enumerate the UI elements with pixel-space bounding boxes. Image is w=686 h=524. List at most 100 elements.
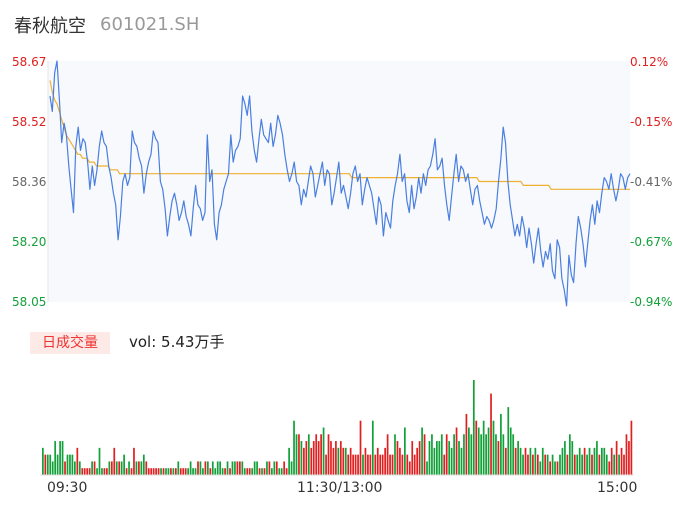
volume-bar [502, 434, 505, 475]
volume-bar [140, 461, 143, 475]
volume-bar [61, 441, 64, 475]
volume-bar [206, 461, 209, 475]
volume-bar [221, 468, 224, 475]
volume-bar [529, 447, 532, 475]
volume-bar [571, 441, 574, 475]
volume-bar [295, 434, 298, 475]
volume-bar [320, 434, 322, 475]
volume-bar [546, 454, 549, 475]
volume-bar [568, 434, 571, 475]
volume-bar [512, 434, 515, 475]
volume-bar [110, 461, 113, 475]
volume-bar [517, 441, 519, 475]
volume-bar [300, 441, 303, 475]
volume-bar [408, 461, 411, 475]
volume-bar [290, 461, 293, 475]
volume-bar [278, 468, 281, 475]
volume-bar [354, 454, 357, 475]
volume-bar [147, 468, 150, 475]
volume-bar [339, 441, 342, 475]
volume-bar [608, 461, 611, 475]
y-right-tick-2: -0.41% [630, 175, 672, 189]
volume-bar [536, 454, 539, 475]
volume-bar [303, 447, 305, 475]
volume-bar [576, 454, 579, 475]
volume-bar [91, 461, 93, 475]
volume-bar [307, 434, 310, 475]
y-left-tick-0: 58.67 [12, 55, 46, 69]
y-left-tick-1: 58.52 [12, 115, 46, 129]
volume-bar [554, 461, 556, 475]
volume-bar [322, 427, 325, 475]
volume-bar [234, 461, 236, 475]
volume-bar [573, 454, 576, 475]
volume-bar [184, 468, 187, 475]
volume-bar [182, 468, 185, 475]
volume-bar [399, 447, 401, 475]
stock-code: 601021.SH [100, 14, 200, 35]
volume-bar [258, 468, 261, 475]
volume-bar [534, 447, 537, 475]
volume-bar [335, 441, 337, 475]
volume-bar [551, 454, 554, 475]
volume-bar [130, 468, 133, 475]
volume-bar [522, 454, 524, 475]
volume-bar [256, 461, 258, 475]
volume-bar [170, 468, 172, 475]
volume-bar [588, 447, 591, 475]
volume-bar [509, 427, 512, 475]
volume-bar [155, 468, 157, 475]
volume-bar [275, 461, 278, 475]
y-right-tick-4: -0.94% [630, 295, 672, 309]
volume-bar [330, 441, 332, 475]
volume-bar [532, 454, 534, 475]
volume-bar [177, 461, 180, 475]
volume-bar [224, 468, 226, 475]
volume-bar [229, 468, 231, 475]
volume-bar [199, 461, 202, 475]
volume-bar [226, 461, 229, 475]
volume-badge[interactable]: 日成交量 [30, 332, 110, 354]
volume-bar [165, 468, 167, 475]
volume-bar [125, 468, 128, 475]
volume-bar [187, 468, 190, 475]
volume-bar [423, 434, 426, 475]
volume-bar [630, 420, 633, 475]
volume-bar [133, 447, 135, 475]
volume-bar [145, 461, 148, 475]
volume-bar [174, 468, 177, 475]
volume-bar [216, 461, 219, 475]
volume-bar [468, 427, 470, 475]
volume-bar [88, 468, 91, 475]
volume-bar [561, 447, 564, 475]
volume-bar [384, 447, 387, 475]
volume-bar [583, 447, 586, 475]
volume-bar [78, 461, 81, 475]
volume-bar [541, 447, 544, 475]
time-label-midday: 11:30/13:00 [297, 480, 383, 496]
volume-bar [362, 454, 364, 475]
volume-bar [492, 420, 495, 475]
volume-bar [475, 420, 478, 475]
volume-bar [628, 441, 630, 475]
volume-bar [317, 441, 320, 475]
volume-bar [44, 454, 47, 475]
volume-bar [566, 454, 569, 475]
volume-bar [71, 454, 74, 475]
volume-bar [504, 447, 507, 475]
volume-bar [480, 434, 483, 475]
y-left-tick-4: 58.05 [12, 295, 46, 309]
volume-bar [490, 393, 492, 475]
volume-bar [160, 468, 162, 475]
volume-bar [219, 461, 222, 475]
volume-bar [352, 454, 354, 475]
y-right-tick-3: -0.67% [630, 235, 672, 249]
volume-bar [391, 454, 394, 475]
volume-bar [426, 461, 428, 475]
volume-bar [285, 468, 288, 475]
volume-bar [172, 468, 175, 475]
volume-bar [436, 441, 438, 475]
volume-bar [268, 461, 271, 475]
volume-bar [359, 420, 362, 475]
